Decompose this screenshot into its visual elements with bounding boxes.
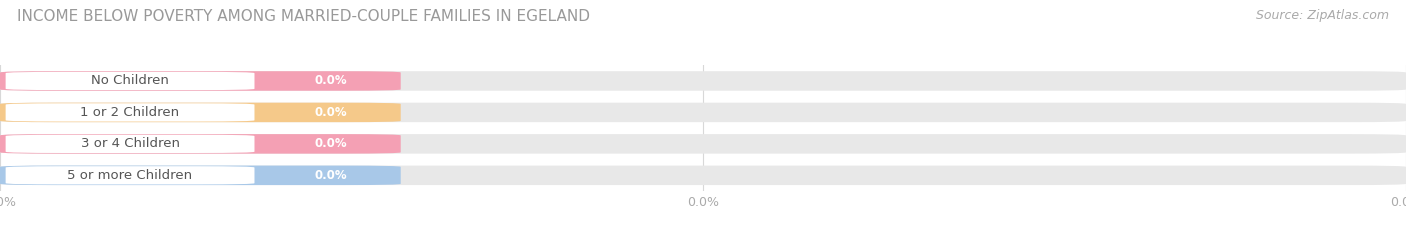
Text: 5 or more Children: 5 or more Children — [67, 169, 193, 182]
FancyBboxPatch shape — [0, 71, 401, 91]
FancyBboxPatch shape — [0, 103, 1406, 122]
Text: 0.0%: 0.0% — [314, 137, 347, 150]
Text: 0.0%: 0.0% — [314, 106, 347, 119]
FancyBboxPatch shape — [6, 103, 254, 122]
FancyBboxPatch shape — [0, 134, 401, 154]
FancyBboxPatch shape — [0, 166, 401, 185]
FancyBboxPatch shape — [0, 166, 1406, 185]
Text: No Children: No Children — [91, 75, 169, 87]
Text: 3 or 4 Children: 3 or 4 Children — [80, 137, 180, 150]
FancyBboxPatch shape — [0, 103, 401, 122]
FancyBboxPatch shape — [0, 71, 1406, 91]
Text: 0.0%: 0.0% — [314, 169, 347, 182]
FancyBboxPatch shape — [0, 134, 1406, 154]
FancyBboxPatch shape — [6, 72, 254, 90]
Text: 0.0%: 0.0% — [314, 75, 347, 87]
Text: INCOME BELOW POVERTY AMONG MARRIED-COUPLE FAMILIES IN EGELAND: INCOME BELOW POVERTY AMONG MARRIED-COUPL… — [17, 9, 591, 24]
FancyBboxPatch shape — [6, 135, 254, 153]
Text: 1 or 2 Children: 1 or 2 Children — [80, 106, 180, 119]
FancyBboxPatch shape — [6, 166, 254, 185]
Text: Source: ZipAtlas.com: Source: ZipAtlas.com — [1256, 9, 1389, 22]
